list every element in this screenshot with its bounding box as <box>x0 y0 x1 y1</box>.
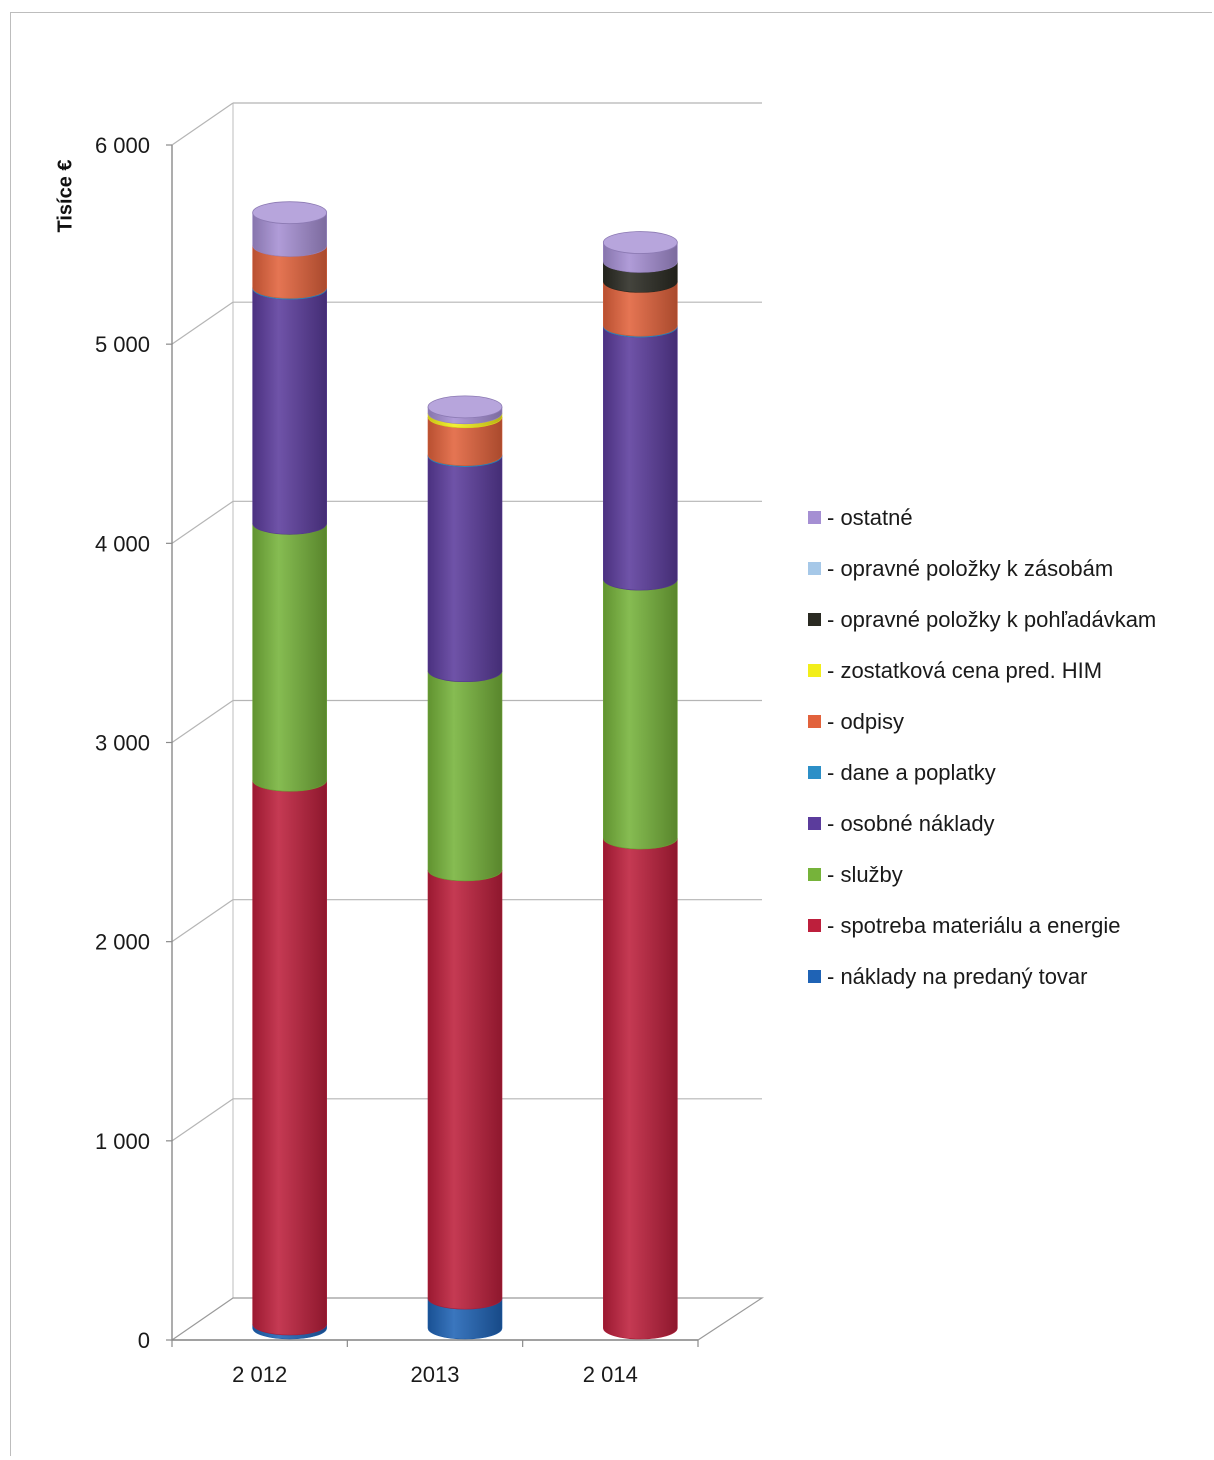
legend-item: - služby <box>808 849 1208 900</box>
bars <box>252 201 678 1340</box>
gridline-side <box>171 500 234 544</box>
legend-swatch <box>808 715 821 728</box>
axes <box>166 144 699 1347</box>
legend-label: - náklady na predaný tovar <box>827 963 1088 989</box>
legend-swatch <box>808 919 821 932</box>
legend-swatch <box>808 511 821 524</box>
legend-item: - opravné položky k pohľadávkam <box>808 594 1208 645</box>
bar-segment <box>252 288 327 535</box>
legend-item: - odpisy <box>808 696 1208 747</box>
legend-item: - spotreba materiálu a energie <box>808 900 1208 951</box>
legend-label: - opravné položky k zásobám <box>827 555 1114 581</box>
gridline-side <box>171 1098 234 1142</box>
bar-segment <box>427 869 503 1310</box>
gridline-side <box>171 102 234 146</box>
y-tick-label: 1 000 <box>95 1129 150 1154</box>
legend-swatch <box>808 970 821 983</box>
bar-segment <box>603 838 678 1340</box>
legend-item: - zostatková cena pred. HIM <box>808 645 1208 696</box>
legend-label: - služby <box>827 861 903 887</box>
legend-label: - osobné náklady <box>827 810 995 836</box>
y-tick-label: 6 000 <box>95 133 150 158</box>
bar-segment <box>427 670 503 882</box>
x-tick-label: 2013 <box>411 1362 460 1387</box>
bar-top-cap <box>602 231 678 254</box>
y-tick-label: 5 000 <box>95 332 150 357</box>
legend-item: - osobné náklady <box>808 798 1208 849</box>
legend-swatch <box>808 613 821 626</box>
legend-item: - dane a poplatky <box>808 747 1208 798</box>
gridline-side <box>171 700 234 743</box>
legend-label: - dane a poplatky <box>827 759 996 785</box>
legend-swatch <box>808 766 821 779</box>
legend-label: - opravné položky k pohľadávkam <box>827 606 1157 632</box>
x-tick-label: 2 012 <box>232 1362 287 1387</box>
bar-segment <box>603 326 678 591</box>
y-tick-label: 3 000 <box>95 731 150 756</box>
legend-label: - ostatné <box>827 504 913 530</box>
legend-swatch <box>808 562 821 575</box>
y-tick-label: 0 <box>138 1328 150 1353</box>
legend-item: - ostatné <box>808 492 1208 543</box>
legend-label: - odpisy <box>827 708 905 734</box>
bar-segment <box>427 455 503 683</box>
tick-labels: 0 1 000 2 000 3 000 4 000 5 000 6 000 2 012 2013… <box>95 133 638 1387</box>
bar-segment <box>603 579 678 850</box>
legend: - ostatné - opravné položky k zásobám - op… <box>808 492 1208 1002</box>
legend-item: - opravné položky k zásobám <box>808 543 1208 594</box>
bar-stack <box>252 201 328 1340</box>
y-tick-label: 2 000 <box>95 930 150 955</box>
legend-swatch <box>808 664 821 677</box>
y-tick-label: 4 000 <box>95 531 150 556</box>
bar-segment <box>252 523 327 792</box>
bar-segment <box>252 780 327 1336</box>
legend-label: - zostatková cena pred. HIM <box>827 657 1103 683</box>
legend-item: - náklady na predaný tovar <box>808 951 1208 1002</box>
legend-label: - spotreba materiálu a energie <box>827 912 1121 938</box>
legend-swatch <box>808 868 821 881</box>
bar-top-cap <box>252 201 328 225</box>
bar-stack <box>602 231 678 1340</box>
bar-stack <box>427 395 503 1340</box>
x-tick-label: 2 014 <box>583 1362 638 1387</box>
chart-frame <box>10 12 1212 1456</box>
gridline-side <box>171 899 234 943</box>
legend-swatch <box>808 817 821 830</box>
y-axis-label: Tisíce € <box>54 159 77 233</box>
bar-top-cap <box>427 395 503 419</box>
gridline-side <box>171 301 234 345</box>
